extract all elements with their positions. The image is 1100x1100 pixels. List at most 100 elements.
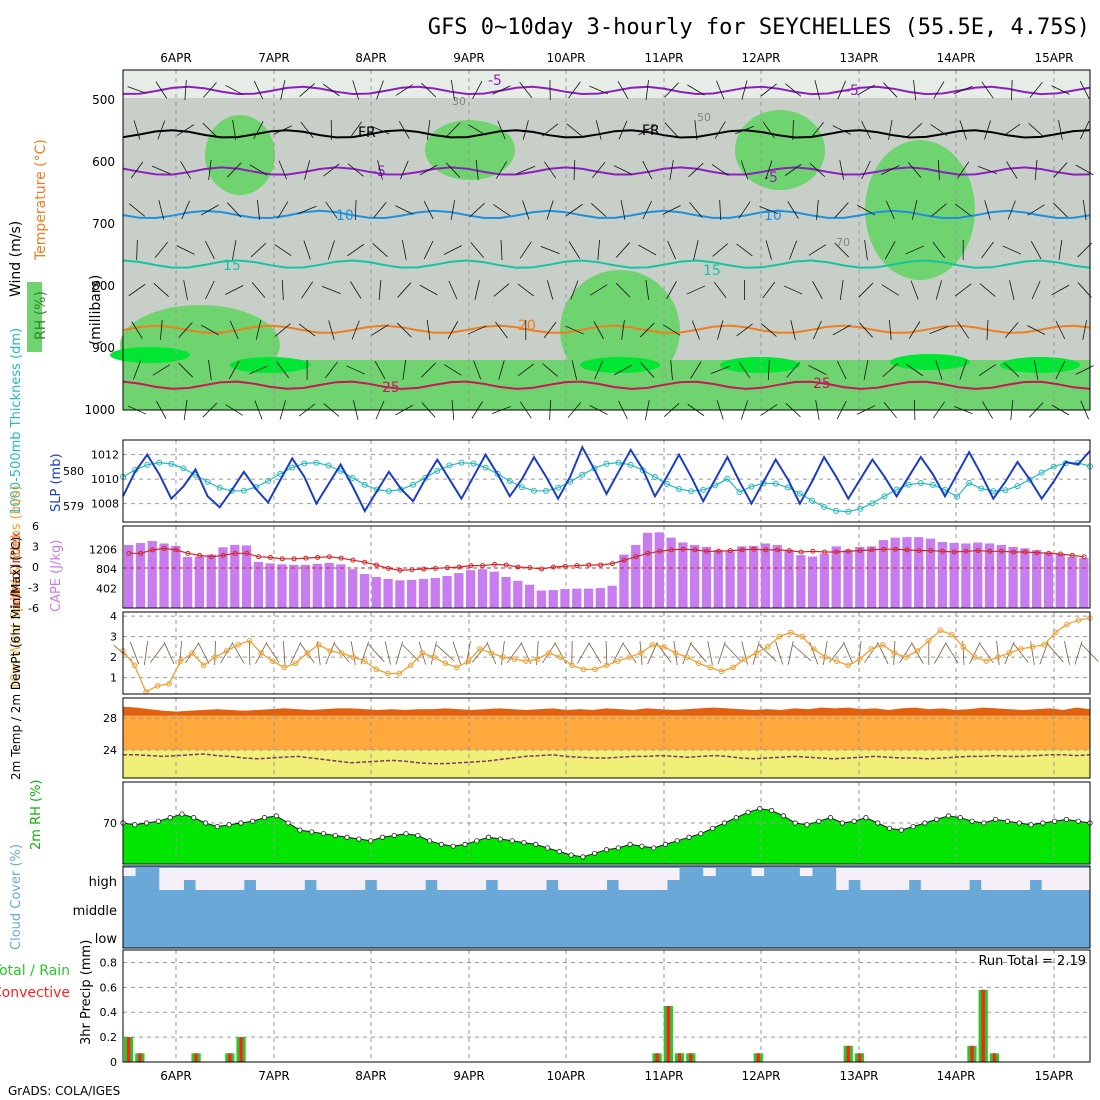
- wind-speed-point: [822, 654, 829, 660]
- wind-barb-10m: [1074, 641, 1083, 665]
- cape-bar: [289, 564, 299, 608]
- wind-barb: [1006, 161, 1018, 179]
- isotherm-label: 15: [703, 263, 721, 279]
- wind-barb: [178, 362, 193, 378]
- wind-barb: [323, 83, 340, 97]
- cape-bar: [560, 589, 570, 608]
- wind-barb: [736, 243, 753, 257]
- wind-speed-point: [879, 642, 886, 648]
- wind-barb: [784, 163, 802, 177]
- cloud-high-clear: [654, 868, 668, 890]
- thickness-point: [555, 484, 562, 491]
- cloud-high-clear: [171, 868, 184, 890]
- cape-bar: [760, 543, 771, 608]
- wind-barb: [397, 282, 412, 298]
- wind-barb: [954, 283, 972, 297]
- rh2m-point: [332, 832, 338, 839]
- wind-speed-point: [695, 660, 702, 667]
- wind-barb: [419, 164, 438, 176]
- thickness-point: [615, 459, 622, 466]
- wind-barb: [957, 161, 970, 179]
- li-point: [149, 547, 155, 553]
- wind-speed-point: [960, 644, 967, 650]
- isotherm-line: [122, 324, 1091, 334]
- wind-barb: [978, 166, 997, 174]
- wind-speed-point: [972, 654, 978, 660]
- rh-legend-swatch: [27, 282, 42, 352]
- li-point: [385, 565, 391, 571]
- cape-axis-label: CAPE (J/kg): [49, 540, 64, 612]
- wind-barb: [445, 122, 461, 138]
- pressure-axis-label: (millibars): [88, 275, 104, 346]
- wind-barb: [130, 161, 144, 179]
- wind-barb: [810, 121, 825, 139]
- wind-barb: [713, 281, 727, 299]
- wind-barb: [133, 360, 141, 380]
- cloud-high-clear: [159, 868, 172, 890]
- wind-barb: [690, 361, 702, 379]
- thickness-point: [748, 483, 755, 490]
- cloud-high-clear: [437, 868, 450, 890]
- wind-barb: [984, 120, 991, 140]
- li-point: [480, 563, 486, 569]
- wind-barb: [299, 83, 315, 97]
- cape-bar: [1067, 557, 1077, 608]
- wind-barb: [858, 282, 874, 298]
- cape-bar: [395, 580, 405, 608]
- thickness-point: [180, 465, 187, 472]
- wind-barb: [954, 203, 972, 217]
- wind-barb-10m: [472, 643, 488, 663]
- footer-credit: GrADS: COLA/IGES: [8, 1084, 120, 1098]
- li-point: [303, 555, 309, 561]
- thickness-point: [470, 460, 477, 467]
- wind-barb: [321, 286, 341, 294]
- wind-speed-point: [914, 648, 921, 654]
- wind-speed-point: [166, 680, 172, 687]
- cape-bar: [949, 542, 959, 608]
- cloud-high-clear: [509, 868, 523, 890]
- temp-axis-label: 2m Temp / 2m DewPt (6hr Min/Max) (°C): [9, 537, 23, 780]
- wind-barb: [540, 246, 560, 254]
- wind-barb: [836, 360, 847, 380]
- cloud-high-clear: [304, 868, 317, 880]
- cape-bar: [418, 578, 429, 608]
- wind-speed-point: [511, 656, 518, 662]
- cloud-high-clear: [328, 868, 342, 890]
- wind-barb: [570, 280, 579, 300]
- precip-convective-bar: [857, 1053, 862, 1062]
- wind-barb: [543, 321, 557, 339]
- wind-barb: [669, 160, 674, 180]
- rh2m-point: [544, 845, 551, 851]
- wind-barb-10m: [163, 641, 175, 665]
- wind-speed-point: [407, 662, 414, 669]
- thickness-point: [543, 487, 550, 494]
- cloud-high-clear: [485, 868, 499, 880]
- cloud-high-clear: [352, 868, 366, 890]
- rh2m-point: [497, 836, 503, 842]
- cloud-high-clear: [642, 868, 656, 890]
- isotherm-line: [122, 166, 1091, 176]
- wind-barb: [812, 281, 823, 299]
- legend-rh: RH (%): [33, 291, 49, 340]
- wind-speed-point: [718, 668, 725, 675]
- thickness-point: [905, 481, 912, 488]
- pressure-tick: 1000: [84, 403, 115, 417]
- li-line: [128, 547, 1085, 572]
- cape-bar: [501, 576, 511, 608]
- date-label-bottom: 7APR: [258, 1069, 289, 1083]
- thickness-point: [929, 481, 936, 488]
- wind-barb-10m: [822, 641, 828, 665]
- precip-tick: 0.4: [100, 1006, 118, 1019]
- wind-barb: [933, 81, 945, 99]
- cape-bar: [336, 564, 346, 608]
- wind-speed-point: [1052, 629, 1059, 636]
- cloud-high-clear: [860, 868, 873, 890]
- panel-frame: [122, 865, 1091, 949]
- wind-barb-10m: [996, 641, 1000, 665]
- thickness-point: [796, 490, 803, 497]
- isotherm-label: 25: [382, 380, 400, 396]
- wind-barb: [765, 240, 772, 260]
- thickness-point: [482, 464, 489, 471]
- rh2m-axis-label: 2m RH (%): [29, 779, 44, 850]
